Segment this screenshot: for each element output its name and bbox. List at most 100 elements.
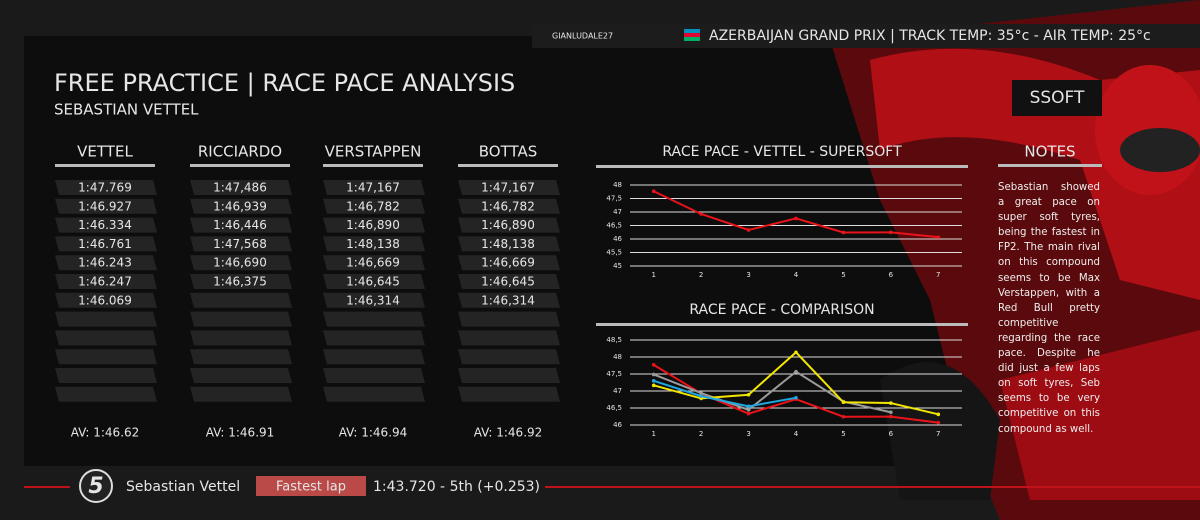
y-tick-label: 46 [613,421,622,429]
row-stripe [323,349,425,365]
y-tick-label: 48 [613,181,622,189]
point [794,396,798,400]
row-stripe [190,368,292,383]
point [699,391,703,395]
lap-time: 1:46,690 [213,256,267,270]
row-stripe [190,311,292,327]
row-stripe [55,311,157,327]
row-stripe [55,292,157,308]
point [651,189,656,194]
y-tick-label: 47 [613,208,622,216]
row-stripe [323,386,425,402]
top-bar [532,24,1200,48]
lap-time: 1:48,138 [346,237,400,251]
x-tick-label: 4 [794,430,799,438]
lap-time: 1:46,446 [213,218,267,232]
average: AV: 1:46.91 [206,426,275,440]
point [841,400,846,405]
page-title: FREE PRACTICE | RACE PACE ANALYSIS [54,69,515,97]
row-stripe [55,368,157,383]
row-stripe [323,198,425,214]
row-stripe [55,386,157,402]
row-stripe [323,368,425,383]
lap-time: 1:46,890 [346,218,400,232]
fastest-lap-box [256,476,366,496]
point [794,369,798,374]
row-stripe [458,180,560,195]
row-stripe [190,198,292,214]
flag-stripe [684,33,700,37]
point [936,235,941,239]
y-tick-label: 45,5 [606,249,622,257]
lap-time: 1:47,167 [346,181,400,195]
row-stripe [458,368,560,383]
row-stripe [458,292,560,308]
row-stripe [458,274,560,289]
x-tick-label: 6 [889,271,894,279]
lap-time: 1:46.069 [78,293,132,307]
point [746,408,751,412]
row-stripe [458,386,560,402]
page-subtitle: SEBASTIAN VETTEL [54,101,199,119]
row-stripe [323,274,425,289]
row-stripe [458,349,560,365]
row-stripe [323,236,425,252]
handle: GIANLUDALE27 [552,32,613,41]
average: AV: 1:46.94 [339,426,408,440]
row-stripe [190,180,292,195]
notes-text: Sebastian showed a great pace on super s… [998,182,1100,435]
underline [596,165,968,168]
point [651,372,656,377]
average: AV: 1:46.62 [71,426,140,440]
x-tick-label: 4 [794,271,799,279]
x-tick-label: 1 [651,271,655,279]
point [651,363,656,367]
lap-time: 1:46,645 [346,275,400,289]
row-stripe [190,255,292,271]
row-stripe [323,292,425,308]
y-tick-label: 46,5 [606,222,622,230]
fastest-lap-label: Fastest lap [276,480,346,495]
point [699,394,703,398]
column-header: VERSTAPPEN [325,143,422,161]
point [936,412,941,417]
lap-time: 1:48,138 [481,237,535,251]
x-tick-label: 7 [936,430,940,438]
row-stripe [190,292,292,308]
lap-time: 1:46.243 [78,256,132,270]
lap-time: 1:47,167 [481,181,535,195]
car-art [830,0,1200,520]
row-stripe [55,330,157,346]
y-tick-label: 47,5 [606,195,622,203]
lap-time: 1:46,782 [481,199,535,213]
y-tick-label: 48 [613,353,622,361]
x-tick-label: 5 [841,430,845,438]
x-tick-label: 3 [746,271,750,279]
point [889,230,893,235]
point [889,401,893,405]
point [651,383,656,388]
lap-time: 1:47.769 [78,181,132,195]
lap-time: 1:46.927 [78,199,132,213]
lap-time: 1:47,486 [213,181,267,195]
underline [596,323,968,326]
row-stripe [55,217,157,233]
point [746,411,751,416]
point [746,404,751,409]
row-stripe [458,255,560,271]
underline [458,164,558,167]
row-stripe [55,274,157,289]
y-tick-label: 47 [613,387,622,395]
footer-line [24,486,1200,488]
point [699,212,703,216]
lap-time: 1:47,568 [213,237,267,251]
y-tick-label: 46,5 [606,404,622,412]
series-line [653,379,797,408]
y-tick-label: 46 [613,235,622,243]
row-stripe [458,236,560,252]
lap-time: 1:46.761 [78,237,132,251]
flag-stripe [684,37,700,41]
